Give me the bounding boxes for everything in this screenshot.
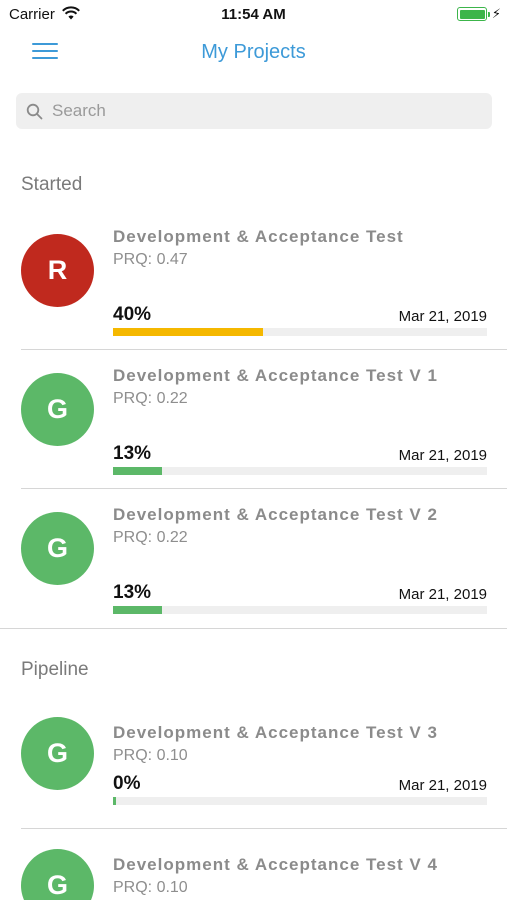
project-title: Development & Acceptance Test V 3 (113, 723, 438, 742)
search-input[interactable] (52, 93, 472, 129)
project-progress-bar (113, 797, 487, 805)
hamburger-menu-icon[interactable] (32, 43, 58, 61)
progress-fill (113, 797, 116, 805)
project-date: Mar 21, 2019 (398, 777, 487, 794)
progress-fill (113, 328, 263, 336)
project-avatar: G (21, 849, 94, 900)
project-row[interactable]: G Development & Acceptance Test V 3 PRQ:… (0, 697, 507, 829)
section-header-started: Started (0, 154, 507, 212)
project-progress-bar (113, 467, 487, 475)
status-bar: Carrier 11:54 AM ⚡ (0, 0, 507, 28)
project-avatar: G (21, 373, 94, 446)
nav-bar: My Projects (0, 28, 507, 78)
project-date: Mar 21, 2019 (398, 308, 487, 325)
project-avatar: G (21, 512, 94, 585)
project-date: Mar 21, 2019 (398, 586, 487, 603)
project-progress-percent: 40% (113, 304, 152, 325)
project-prq: PRQ: 0.22 (113, 529, 188, 546)
project-date: Mar 21, 2019 (398, 447, 487, 464)
project-row[interactable]: R Development & Acceptance Test PRQ: 0.4… (0, 211, 507, 350)
battery-level (459, 9, 485, 19)
page-title: My Projects (201, 41, 306, 63)
battery-icon (457, 7, 490, 21)
search-icon (26, 103, 43, 120)
section-header-pipeline: Pipeline (0, 628, 507, 686)
section-label: Started (21, 174, 83, 195)
project-prq: PRQ: 0.10 (113, 747, 188, 764)
project-prq: PRQ: 0.22 (113, 390, 188, 407)
project-avatar: G (21, 717, 94, 790)
project-progress-percent: 13% (113, 582, 152, 603)
wifi-icon (62, 6, 80, 20)
project-row[interactable]: G Development & Acceptance Test V 4 PRQ:… (0, 829, 507, 900)
project-title: Development & Acceptance Test V 4 (113, 855, 438, 874)
project-progress-percent: 13% (113, 443, 152, 464)
carrier-label: Carrier (9, 6, 55, 23)
project-avatar: R (21, 234, 94, 307)
project-title: Development & Acceptance Test V 1 (113, 366, 438, 385)
charging-bolt-icon: ⚡ (491, 6, 501, 21)
section-label: Pipeline (21, 659, 89, 680)
project-progress-bar (113, 328, 487, 336)
project-prq: PRQ: 0.47 (113, 251, 188, 268)
clock: 11:54 AM (221, 6, 286, 23)
search-bar[interactable] (16, 93, 492, 129)
progress-fill (113, 606, 162, 614)
project-progress-bar (113, 606, 487, 614)
project-title: Development & Acceptance Test V 2 (113, 505, 438, 524)
project-title: Development & Acceptance Test (113, 227, 404, 246)
project-row[interactable]: G Development & Acceptance Test V 2 PRQ:… (0, 489, 507, 628)
project-progress-percent: 0% (113, 773, 141, 794)
project-prq: PRQ: 0.10 (113, 879, 188, 896)
progress-fill (113, 467, 162, 475)
project-row[interactable]: G Development & Acceptance Test V 1 PRQ:… (0, 350, 507, 489)
